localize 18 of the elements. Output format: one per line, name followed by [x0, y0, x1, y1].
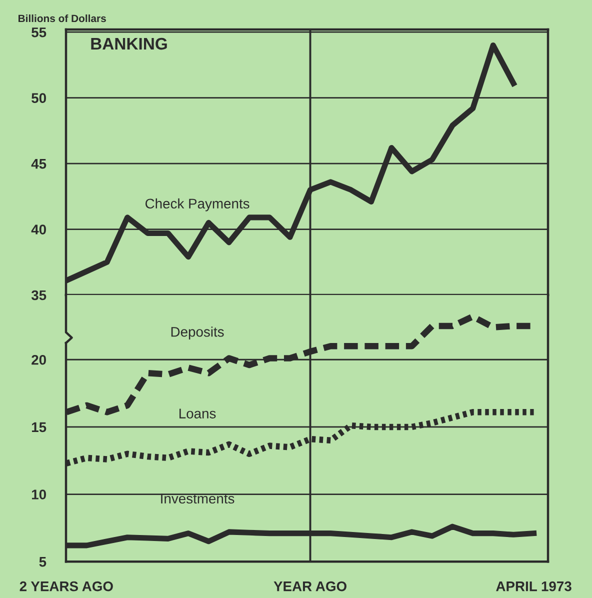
y-tick-label: 5: [39, 557, 46, 567]
y-tick-label: 55: [32, 28, 46, 38]
y-tick-label: 20: [32, 354, 46, 365]
y-tick-label: 15: [32, 422, 46, 432]
chart-title: BANKING: [91, 38, 167, 50]
x-tick-label: YEAR AGO: [274, 581, 346, 592]
y-tick-label: 10: [32, 490, 46, 500]
y-tick-label: 45: [31, 159, 46, 169]
series-label: Deposits: [171, 326, 224, 340]
y-axis-title: Billions of Dollars: [18, 14, 106, 22]
x-tick-label: APRIL 1973: [496, 581, 572, 592]
y-tick-label: 40: [31, 224, 46, 234]
x-tick-label: 2 YEARS AGO: [20, 581, 113, 592]
text: Investments: [161, 494, 234, 504]
series-label: Check Payments: [145, 198, 250, 212]
y-tick-label: 50: [32, 93, 46, 103]
y-tick-label: 35: [31, 290, 46, 300]
text: Loans: [180, 408, 216, 418]
